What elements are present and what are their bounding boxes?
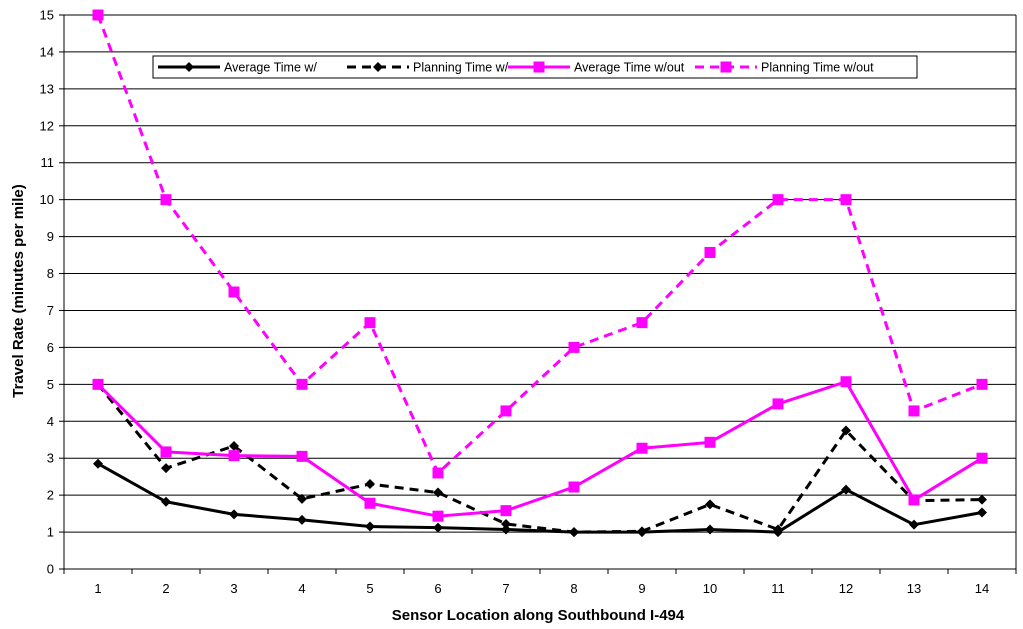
y-tick-label: 4	[47, 414, 54, 429]
legend-marker	[721, 62, 732, 73]
legend-label: Average Time w/	[224, 61, 317, 75]
y-tick-label: 15	[40, 8, 54, 23]
series-line	[98, 15, 982, 473]
data-point	[433, 467, 444, 478]
y-tick-label: 10	[40, 192, 54, 207]
data-point	[909, 494, 920, 505]
x-tick-label: 11	[771, 581, 785, 596]
data-point	[229, 287, 240, 298]
data-point	[569, 342, 580, 353]
y-tick-label: 6	[47, 340, 54, 355]
y-tick-label: 8	[47, 266, 54, 281]
data-point	[365, 522, 375, 532]
x-tick-label: 1	[94, 581, 101, 596]
x-tick-label: 12	[839, 581, 853, 596]
data-point	[161, 446, 172, 457]
legend-label: Average Time w/out	[574, 61, 685, 75]
x-axis-title: Sensor Location along Southbound I-494	[392, 607, 685, 624]
data-point	[637, 526, 647, 536]
legend-marker	[534, 62, 545, 73]
legend-label: Planning Time w/out	[761, 61, 874, 75]
legend-entry: Planning Time w/out	[695, 61, 874, 75]
x-tick-label: 7	[502, 581, 509, 596]
data-point	[297, 451, 308, 462]
data-point	[705, 247, 716, 258]
data-point	[161, 463, 171, 473]
x-tick-label: 3	[230, 581, 237, 596]
y-axis-title: Travel Rate (minutes per mile)	[10, 184, 27, 397]
data-point	[977, 453, 988, 464]
y-tick-label: 3	[47, 451, 54, 466]
data-point	[569, 482, 580, 493]
data-point	[365, 479, 375, 489]
x-tick-label: 14	[975, 581, 989, 596]
legend-label: Planning Time w/	[413, 61, 509, 75]
data-point	[93, 10, 104, 21]
data-point	[365, 317, 376, 328]
data-point	[773, 194, 784, 205]
legend-entry: Average Time w/out	[508, 61, 685, 75]
data-point	[977, 507, 987, 517]
data-point	[501, 519, 511, 529]
data-point	[433, 511, 444, 522]
data-point	[297, 379, 308, 390]
series-line	[98, 382, 982, 516]
data-point	[569, 527, 579, 537]
series-4	[93, 10, 988, 479]
data-point	[229, 450, 240, 461]
data-point	[705, 524, 715, 534]
x-tick-label: 13	[907, 581, 921, 596]
x-tick-label: 5	[366, 581, 373, 596]
y-tick-label: 0	[47, 562, 54, 577]
data-point	[977, 495, 987, 505]
y-tick-label: 7	[47, 303, 54, 318]
data-point	[909, 520, 919, 530]
y-tick-label: 11	[41, 155, 55, 170]
data-point	[637, 317, 648, 328]
y-tick-label: 9	[47, 229, 54, 244]
data-point	[705, 499, 715, 509]
data-point	[433, 488, 443, 498]
data-point	[501, 405, 512, 416]
y-tick-label: 14	[40, 44, 54, 59]
y-tick-label: 1	[47, 525, 54, 540]
x-tick-label: 10	[703, 581, 717, 596]
y-tick-label: 13	[40, 81, 54, 96]
data-point	[297, 515, 307, 525]
data-point	[773, 398, 784, 409]
data-point	[433, 523, 443, 533]
data-point	[841, 376, 852, 387]
data-point	[229, 509, 239, 519]
y-tick-label: 12	[40, 118, 54, 133]
data-point	[909, 405, 920, 416]
x-tick-label: 2	[162, 581, 169, 596]
x-tick-label: 6	[434, 581, 441, 596]
y-tick-label: 5	[47, 377, 54, 392]
data-point	[977, 379, 988, 390]
x-tick-label: 9	[638, 581, 645, 596]
x-tick-label: 4	[298, 581, 305, 596]
data-point	[365, 498, 376, 509]
data-point	[705, 437, 716, 448]
data-point	[501, 505, 512, 516]
data-point	[161, 194, 172, 205]
x-tick-label: 8	[570, 581, 577, 596]
legend: Average Time w/Planning Time w/Average T…	[153, 56, 917, 78]
data-point	[93, 379, 104, 390]
data-point	[637, 443, 648, 454]
y-tick-label: 2	[47, 488, 54, 503]
data-point	[841, 194, 852, 205]
